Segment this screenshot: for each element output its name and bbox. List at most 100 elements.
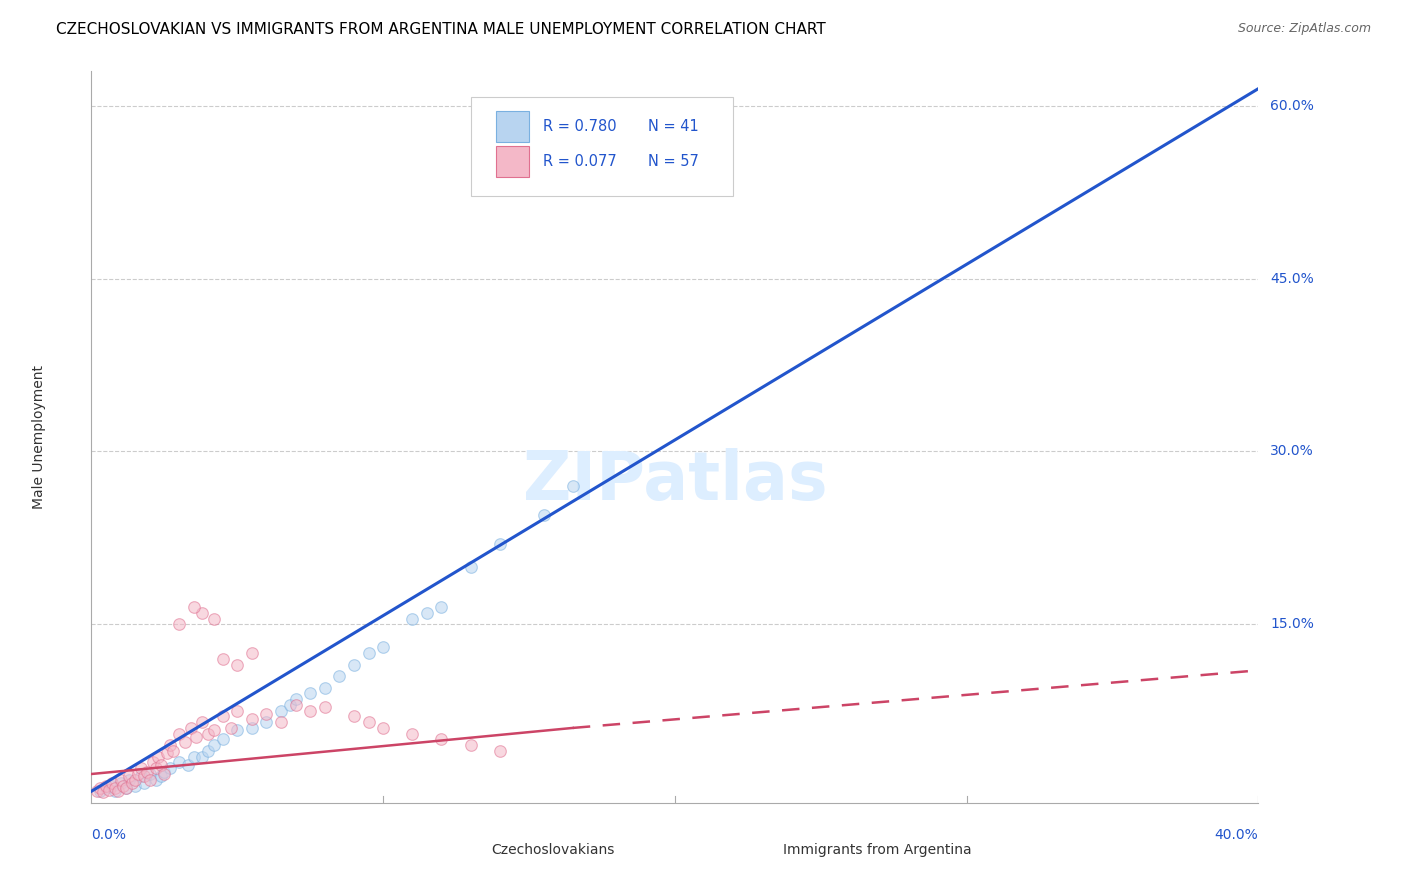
- Point: [115, 780, 138, 795]
- Point: [254, 715, 277, 730]
- Text: 45.0%: 45.0%: [1270, 272, 1313, 285]
- Point: [138, 772, 162, 787]
- Point: [416, 606, 439, 620]
- Point: [159, 761, 181, 775]
- Text: Czechoslovakians: Czechoslovakians: [492, 843, 614, 857]
- Point: [167, 617, 190, 632]
- Point: [401, 727, 423, 741]
- Point: [104, 784, 127, 798]
- Point: [148, 749, 170, 764]
- Point: [159, 738, 181, 752]
- Point: [101, 776, 124, 790]
- Point: [284, 698, 307, 712]
- Point: [270, 704, 292, 718]
- Point: [186, 730, 208, 744]
- Point: [284, 692, 307, 706]
- Point: [240, 646, 263, 660]
- Point: [145, 772, 167, 787]
- Point: [371, 721, 394, 735]
- Point: [343, 657, 366, 672]
- Point: [110, 776, 132, 790]
- Point: [460, 738, 482, 752]
- FancyBboxPatch shape: [496, 146, 529, 177]
- Point: [97, 783, 120, 797]
- Point: [226, 723, 249, 738]
- Text: Immigrants from Argentina: Immigrants from Argentina: [783, 843, 972, 857]
- Point: [533, 508, 555, 522]
- Point: [91, 785, 114, 799]
- Point: [191, 715, 214, 730]
- Point: [132, 769, 155, 783]
- Point: [254, 707, 277, 722]
- FancyBboxPatch shape: [471, 97, 734, 195]
- Point: [135, 764, 157, 779]
- Point: [489, 744, 512, 758]
- Text: N = 41: N = 41: [648, 119, 699, 134]
- Point: [127, 767, 149, 781]
- Point: [176, 757, 198, 772]
- Point: [191, 749, 214, 764]
- Point: [226, 657, 249, 672]
- Point: [150, 757, 173, 772]
- Point: [314, 700, 336, 714]
- Point: [129, 769, 152, 783]
- Point: [430, 599, 453, 614]
- Point: [299, 704, 322, 718]
- Point: [94, 780, 117, 795]
- Point: [343, 709, 366, 723]
- Point: [191, 606, 214, 620]
- Point: [240, 721, 263, 735]
- Point: [173, 735, 195, 749]
- Text: ZIPatlas: ZIPatlas: [523, 448, 827, 514]
- Text: 60.0%: 60.0%: [1270, 99, 1315, 113]
- Point: [153, 767, 176, 781]
- Text: 0.0%: 0.0%: [91, 828, 127, 842]
- Point: [121, 776, 143, 790]
- Point: [197, 727, 219, 741]
- Point: [89, 780, 111, 795]
- Point: [101, 779, 124, 793]
- Point: [460, 559, 482, 574]
- Point: [124, 772, 146, 787]
- Point: [211, 652, 233, 666]
- Text: Male Unemployment: Male Unemployment: [32, 365, 46, 509]
- Point: [202, 723, 225, 738]
- Point: [150, 769, 173, 783]
- Point: [89, 784, 111, 798]
- Point: [221, 721, 243, 735]
- Point: [110, 772, 132, 787]
- Point: [118, 772, 141, 787]
- FancyBboxPatch shape: [740, 830, 772, 871]
- Point: [202, 738, 225, 752]
- Text: 40.0%: 40.0%: [1215, 828, 1258, 842]
- Point: [129, 761, 152, 775]
- Point: [104, 780, 127, 795]
- Point: [401, 611, 423, 625]
- Point: [167, 756, 190, 770]
- Point: [145, 761, 167, 775]
- Point: [226, 704, 249, 718]
- Point: [430, 732, 453, 747]
- Point: [183, 749, 205, 764]
- Point: [489, 536, 512, 550]
- Point: [132, 776, 155, 790]
- Point: [328, 669, 350, 683]
- Point: [299, 686, 322, 700]
- Point: [138, 767, 162, 781]
- Point: [162, 744, 184, 758]
- Point: [142, 756, 165, 770]
- Text: CZECHOSLOVAKIAN VS IMMIGRANTS FROM ARGENTINA MALE UNEMPLOYMENT CORRELATION CHART: CZECHOSLOVAKIAN VS IMMIGRANTS FROM ARGEN…: [56, 22, 825, 37]
- Point: [94, 779, 117, 793]
- Point: [107, 784, 129, 798]
- Point: [197, 744, 219, 758]
- Point: [115, 780, 138, 795]
- Point: [357, 715, 380, 730]
- Point: [156, 746, 179, 760]
- Text: 15.0%: 15.0%: [1270, 617, 1315, 632]
- Point: [124, 779, 146, 793]
- Text: N = 57: N = 57: [648, 153, 699, 169]
- FancyBboxPatch shape: [496, 111, 529, 142]
- Point: [270, 715, 292, 730]
- Text: R = 0.780: R = 0.780: [543, 119, 617, 134]
- FancyBboxPatch shape: [447, 830, 479, 871]
